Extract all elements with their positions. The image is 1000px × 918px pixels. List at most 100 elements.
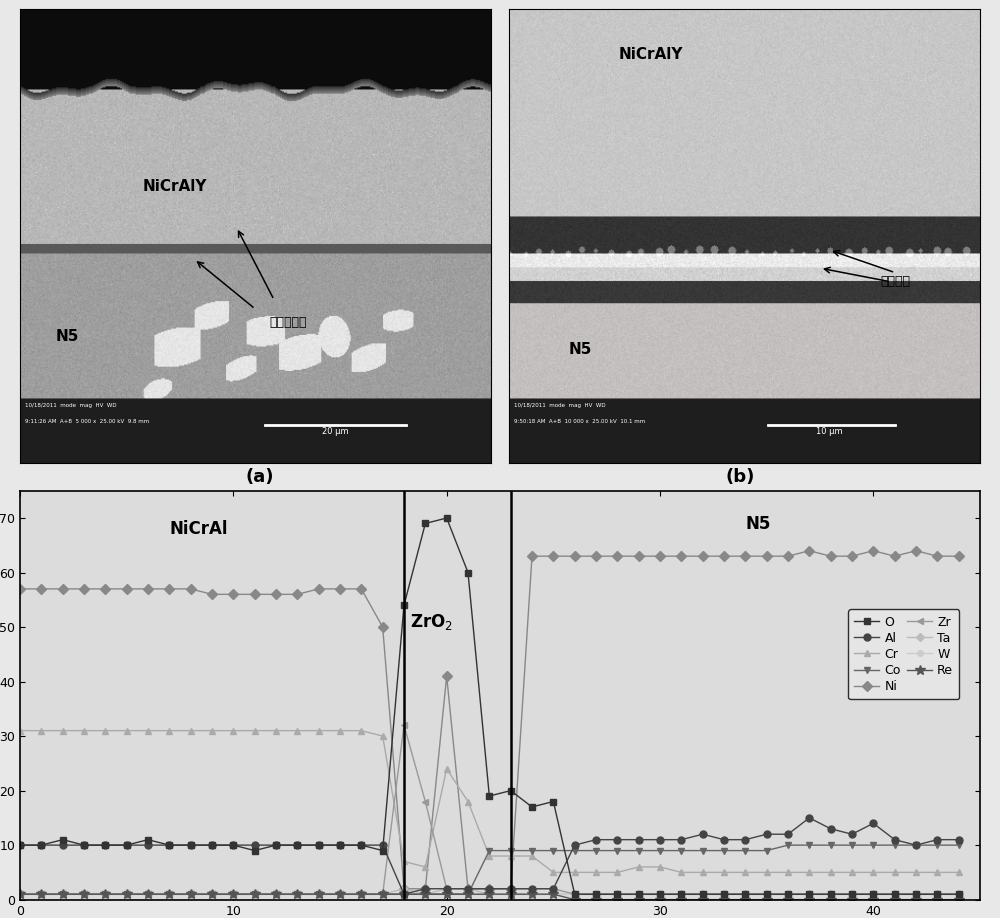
Re (334, 889, 346, 900)
O (675, 889, 687, 900)
W (14, 889, 26, 900)
Text: 氧化铝膜: 氧化铝膜 (880, 275, 910, 288)
Cr (633, 861, 645, 872)
Text: NiCrAlY: NiCrAlY (618, 47, 683, 62)
W (121, 889, 133, 900)
W (633, 889, 645, 900)
W (675, 889, 687, 900)
O (867, 889, 879, 900)
Ta (910, 889, 922, 900)
W (569, 889, 581, 900)
Ni (206, 588, 218, 599)
Al (419, 883, 431, 894)
Cr (121, 725, 133, 736)
Cr (441, 763, 453, 774)
Zr (163, 889, 175, 900)
Re (718, 894, 730, 905)
O (121, 840, 133, 851)
W (547, 889, 559, 900)
Re (121, 889, 133, 900)
Zr (462, 883, 474, 894)
Zr (633, 889, 645, 900)
Zr (355, 889, 367, 900)
Zr (697, 889, 709, 900)
Text: N5: N5 (55, 329, 79, 343)
Ni (611, 551, 623, 562)
Ta (78, 889, 90, 900)
O (291, 840, 303, 851)
Cr (419, 861, 431, 872)
Ta (611, 889, 623, 900)
Ta (462, 883, 474, 894)
Cr (355, 725, 367, 736)
Al (163, 840, 175, 851)
Zr (121, 889, 133, 900)
Zr (675, 889, 687, 900)
Ni (142, 583, 154, 594)
Cr (910, 867, 922, 878)
Al (249, 840, 261, 851)
W (867, 889, 879, 900)
Ni (889, 551, 901, 562)
Co (718, 845, 730, 856)
O (825, 889, 837, 900)
Al (505, 883, 517, 894)
Al (569, 840, 581, 851)
Al (78, 840, 90, 851)
Zr (441, 883, 453, 894)
O (249, 845, 261, 856)
Al (782, 829, 794, 840)
Ni (675, 551, 687, 562)
Cr (462, 796, 474, 807)
Re (185, 889, 197, 900)
W (35, 889, 47, 900)
Al (590, 834, 602, 845)
Ni (825, 551, 837, 562)
Re (142, 889, 154, 900)
Ta (163, 889, 175, 900)
Re (78, 889, 90, 900)
Ni (121, 583, 133, 594)
Co (142, 889, 154, 900)
Cr (761, 867, 773, 878)
Ni (14, 583, 26, 594)
Co (803, 840, 815, 851)
O (14, 840, 26, 851)
Re (547, 889, 559, 900)
Cr (803, 867, 815, 878)
Ta (825, 889, 837, 900)
Line: Ni: Ni (17, 547, 962, 892)
Zr (78, 889, 90, 900)
O (953, 889, 965, 900)
Zr (590, 889, 602, 900)
Zr (611, 889, 623, 900)
Cr (99, 725, 111, 736)
W (377, 889, 389, 900)
Ni (355, 583, 367, 594)
Re (163, 889, 175, 900)
Ta (718, 889, 730, 900)
W (291, 889, 303, 900)
Ta (569, 889, 581, 900)
W (803, 889, 815, 900)
Co (99, 889, 111, 900)
O (611, 889, 623, 900)
Text: (b): (b) (725, 468, 755, 487)
Ta (249, 889, 261, 900)
Co (526, 845, 538, 856)
Re (611, 894, 623, 905)
Ni (569, 551, 581, 562)
Re (419, 889, 431, 900)
W (718, 889, 730, 900)
Re (462, 889, 474, 900)
Ni (185, 583, 197, 594)
Ni (547, 551, 559, 562)
Ni (419, 883, 431, 894)
Ta (889, 889, 901, 900)
W (526, 889, 538, 900)
O (803, 889, 815, 900)
Ta (14, 889, 26, 900)
W (846, 889, 858, 900)
Ta (334, 889, 346, 900)
Zr (57, 889, 69, 900)
